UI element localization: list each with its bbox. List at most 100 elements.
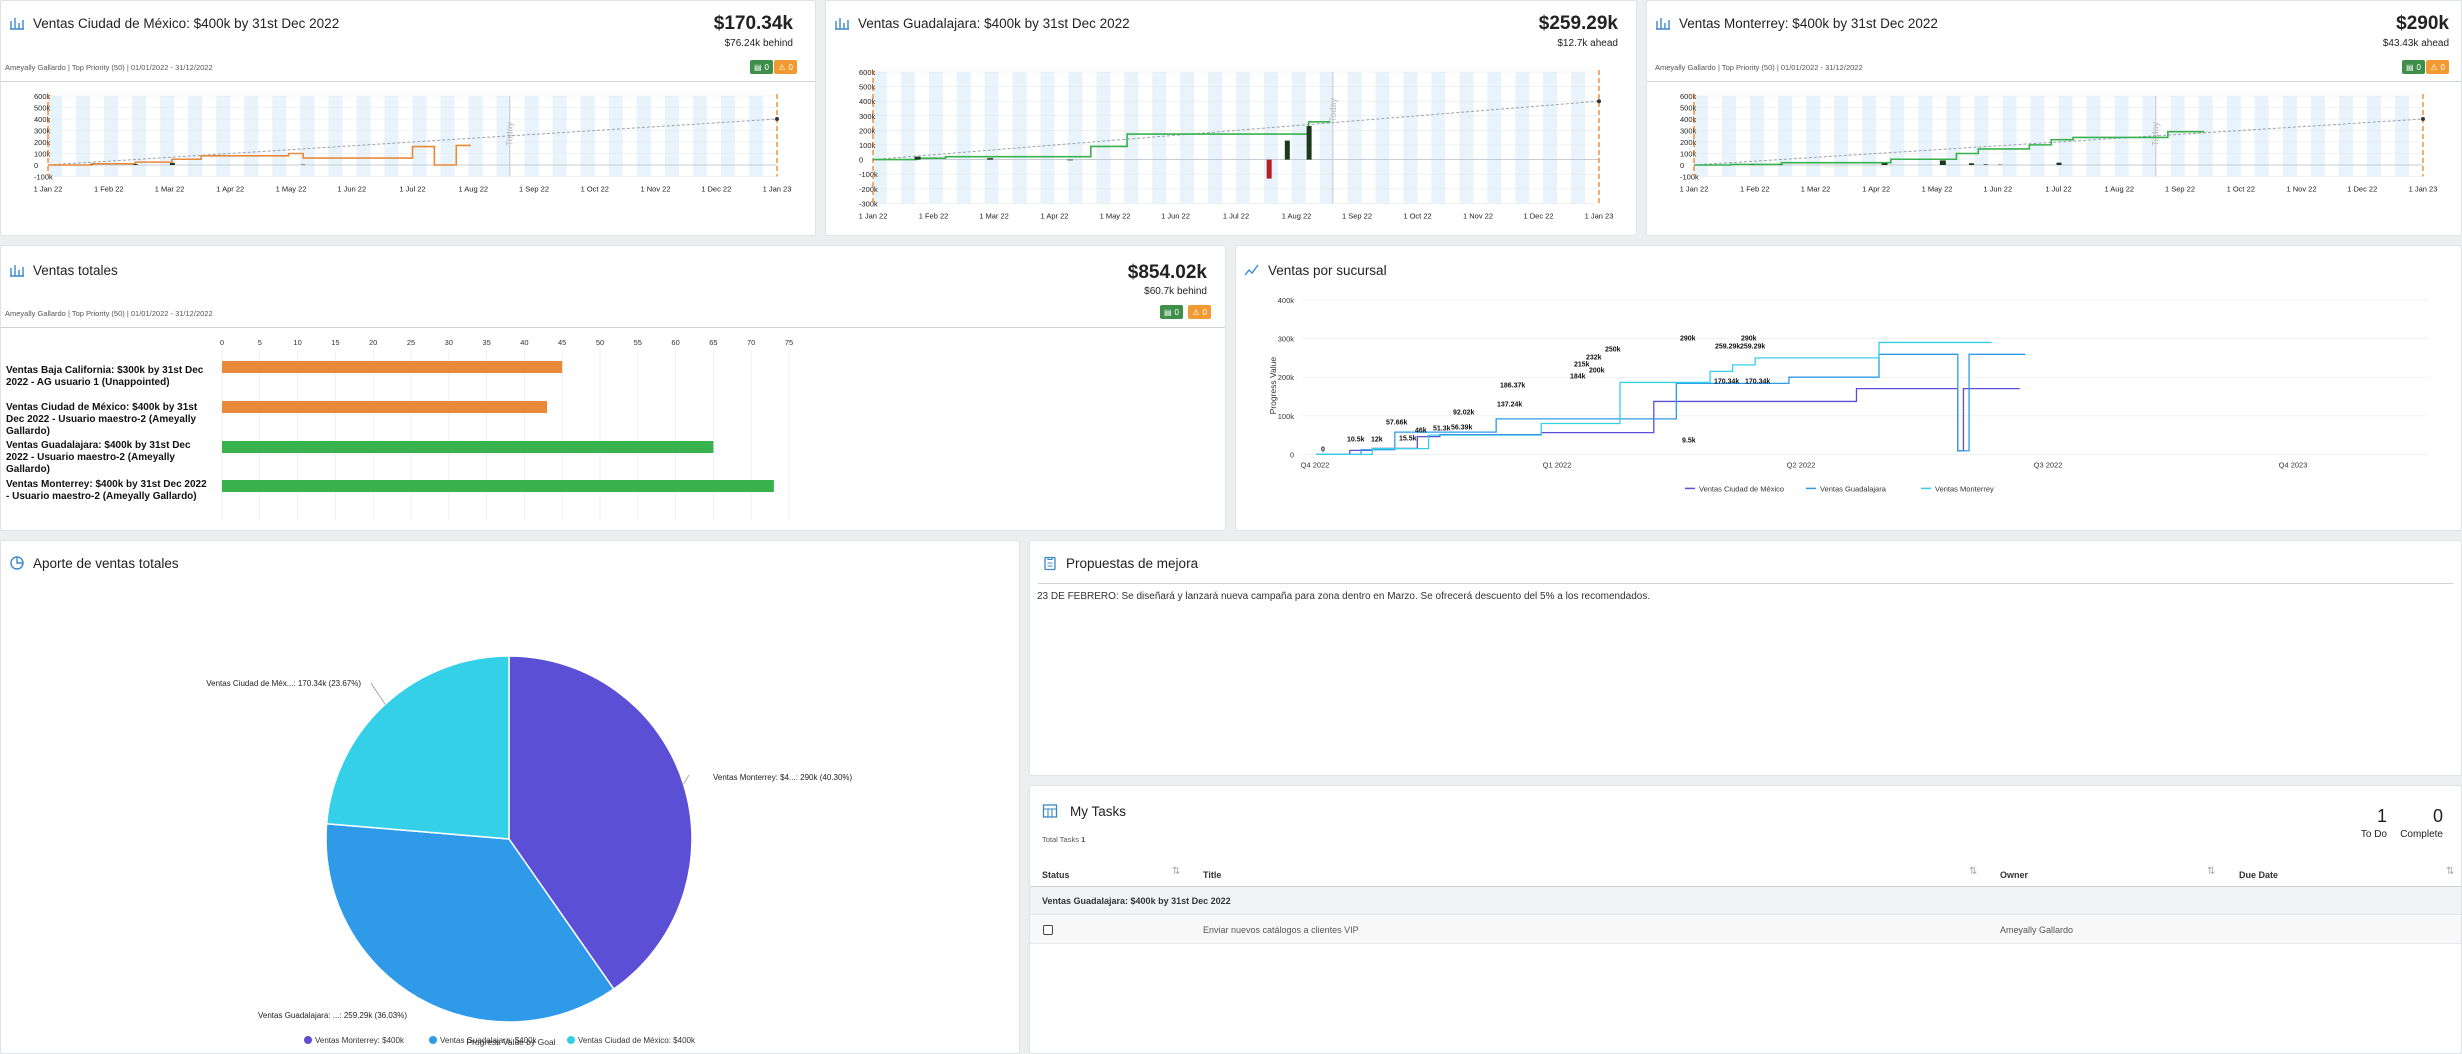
week-stripe	[1319, 72, 1334, 204]
today-label: Today	[505, 121, 515, 146]
legend-label: Ventas Ciudad de México: $400k	[578, 1036, 696, 1045]
week-stripe	[1543, 72, 1558, 204]
x-tick-label: 40	[520, 338, 528, 347]
x-tick-label: 30	[445, 338, 453, 347]
week-stripe	[1515, 72, 1530, 204]
y-tick-label: 300k	[1680, 127, 1697, 136]
data-label: 15.5k	[1399, 435, 1417, 442]
comments-badge[interactable]: ▤ 0	[2401, 60, 2425, 74]
sort-icon[interactable]: ⇅	[2446, 866, 2455, 877]
sort-icon[interactable]: ⇅	[1969, 866, 1978, 877]
week-stripe	[244, 96, 259, 177]
x-tick-label: 1 Jan 22	[34, 185, 63, 194]
week-stripe	[2114, 96, 2129, 177]
y-tick-label: 0	[859, 156, 863, 165]
week-stripe	[636, 96, 651, 177]
line-chart-icon	[1244, 264, 1259, 276]
x-tick-label: 1 Feb 22	[94, 185, 124, 194]
pie-slice	[325, 655, 510, 840]
col-due-date[interactable]: Due Date	[2239, 870, 2279, 880]
x-tick-label: 45	[558, 338, 566, 347]
sucursal-line-chart: 400k 300k 200k 100k 0 Progress Value Q4 2022 Q1…	[1268, 296, 2428, 493]
bar-label: Ventas Guadalajara: $400k by 31st Dec 20…	[6, 440, 191, 475]
warnings-badge[interactable]: ⚠ 0	[774, 60, 797, 74]
legend-label: Ventas Monterrey: $400k	[315, 1036, 405, 1045]
x-tick-label: 1 May 22	[276, 185, 307, 194]
y-tick-label: 200k	[34, 138, 51, 147]
data-label: 0	[1321, 446, 1325, 453]
task-checkbox[interactable]	[1043, 925, 1053, 935]
x-tick-label: 1 Nov 22	[1463, 211, 1493, 220]
totales-delta: $60.7k behind	[1144, 286, 1207, 297]
x-tick-label: 1 Oct 22	[2227, 185, 2255, 194]
warnings-badge[interactable]: ⚠ 0	[2426, 60, 2449, 74]
bar-chart-icon	[10, 265, 24, 277]
propuestas-text: 23 DE FEBRERO: Se diseñará y lanzará nue…	[1037, 591, 1651, 602]
goal-title-mty[interactable]: Ventas Monterrey: $400k by 31st Dec 2022	[1655, 15, 1938, 31]
goal-chart-cdmx: 600k 500k 400k 300k 200k 100k 0 -100k 1 Jan 22 1 …	[34, 92, 792, 194]
goal-delta: $43.43k ahead	[2382, 38, 2449, 49]
sort-icon[interactable]: ⇅	[2207, 866, 2216, 877]
warnings-badge[interactable]: ⚠ 0	[1188, 305, 1211, 319]
ventas-sucursal-title[interactable]: Ventas por sucursal	[1244, 262, 1387, 278]
goal-value: $290k	[2396, 13, 2449, 34]
today-label: Today	[2151, 121, 2161, 146]
aporte-title[interactable]: Aporte de ventas totales	[9, 555, 179, 571]
week-stripe	[928, 72, 943, 204]
y-tick-label: -100k	[859, 170, 878, 179]
task-title[interactable]: Enviar nuevos catálogos a clientes VIP	[1203, 925, 1359, 935]
bar	[222, 361, 563, 373]
col-title[interactable]: Title	[1203, 870, 1222, 880]
x-tick-label: 1 Jan 23	[763, 185, 792, 194]
task-owner: Ameyally Gallardo	[2000, 925, 2074, 935]
week-stripe	[76, 96, 91, 177]
col-status[interactable]: Status	[1042, 870, 1070, 880]
week-stripe	[1834, 96, 1849, 177]
comments-badge[interactable]: ▤ 0	[1159, 305, 1183, 319]
x-tick-label: 55	[634, 338, 642, 347]
legend-swatch	[567, 1036, 575, 1044]
comments-badge[interactable]: ▤ 0	[749, 60, 773, 74]
target-line	[47, 118, 778, 166]
sort-icon[interactable]: ⇅	[1172, 866, 1181, 877]
goal-title-gdl[interactable]: Ventas Guadalajara: $400k by 31st Dec 20…	[834, 15, 1130, 31]
x-tick-label: 1 Feb 22	[919, 211, 949, 220]
week-stripe	[300, 96, 315, 177]
ventas-totales-card: Ventas totales $854.02k $60.7k behind Am…	[0, 245, 1226, 531]
my-tasks-title[interactable]: My Tasks	[1042, 803, 1126, 819]
warning-icon: ⚠	[1192, 307, 1200, 317]
week-stripe	[104, 96, 119, 177]
x-tick-label: 1 May 22	[1922, 185, 1953, 194]
ventas-totales-title[interactable]: Ventas totales	[9, 262, 118, 278]
goal-chart-gdl: 600k 500k 400k 300k 200k 100k 0 -100k -200k -300k…	[859, 68, 1614, 220]
target-point	[2421, 117, 2425, 121]
data-label: 186.37k	[1500, 382, 1525, 389]
week-stripe	[1694, 96, 1709, 177]
x-tick-label: 1 Dec 22	[1523, 211, 1553, 220]
week-stripe	[132, 96, 147, 177]
goal-title-cdmx[interactable]: Ventas Ciudad de México: $400k by 31st D…	[9, 15, 339, 31]
week-stripe	[272, 96, 287, 177]
week-stripe	[188, 96, 203, 177]
week-stripe	[440, 96, 455, 177]
pie-leader	[417, 994, 420, 998]
week-stripe	[580, 96, 595, 177]
x-tick-label: Q2 2022	[1787, 460, 1816, 469]
daily-bar	[987, 158, 994, 160]
x-tick-label: Q1 2022	[1543, 460, 1572, 469]
col-owner[interactable]: Owner	[2000, 870, 2029, 880]
x-tick-label: 75	[785, 338, 793, 347]
series-line-gdl	[1316, 353, 2026, 456]
comment-icon: ▤	[753, 62, 762, 72]
data-label: 12k	[1371, 436, 1383, 443]
x-tick-label: 1 Mar 22	[979, 211, 1009, 220]
week-stripe	[328, 96, 343, 177]
week-stripe	[552, 96, 567, 177]
x-tick-label: 70	[747, 338, 755, 347]
bar	[222, 401, 548, 413]
propuestas-title[interactable]: Propuestas de mejora	[1042, 555, 1198, 571]
goal-delta: $76.24k behind	[724, 38, 793, 49]
aporte-card: Aporte de ventas totales Ventas Monterre…	[0, 540, 1020, 1054]
data-label: 46k	[1415, 427, 1427, 434]
table-row[interactable]: Enviar nuevos catálogos a clientes VIP A…	[1030, 916, 2461, 944]
